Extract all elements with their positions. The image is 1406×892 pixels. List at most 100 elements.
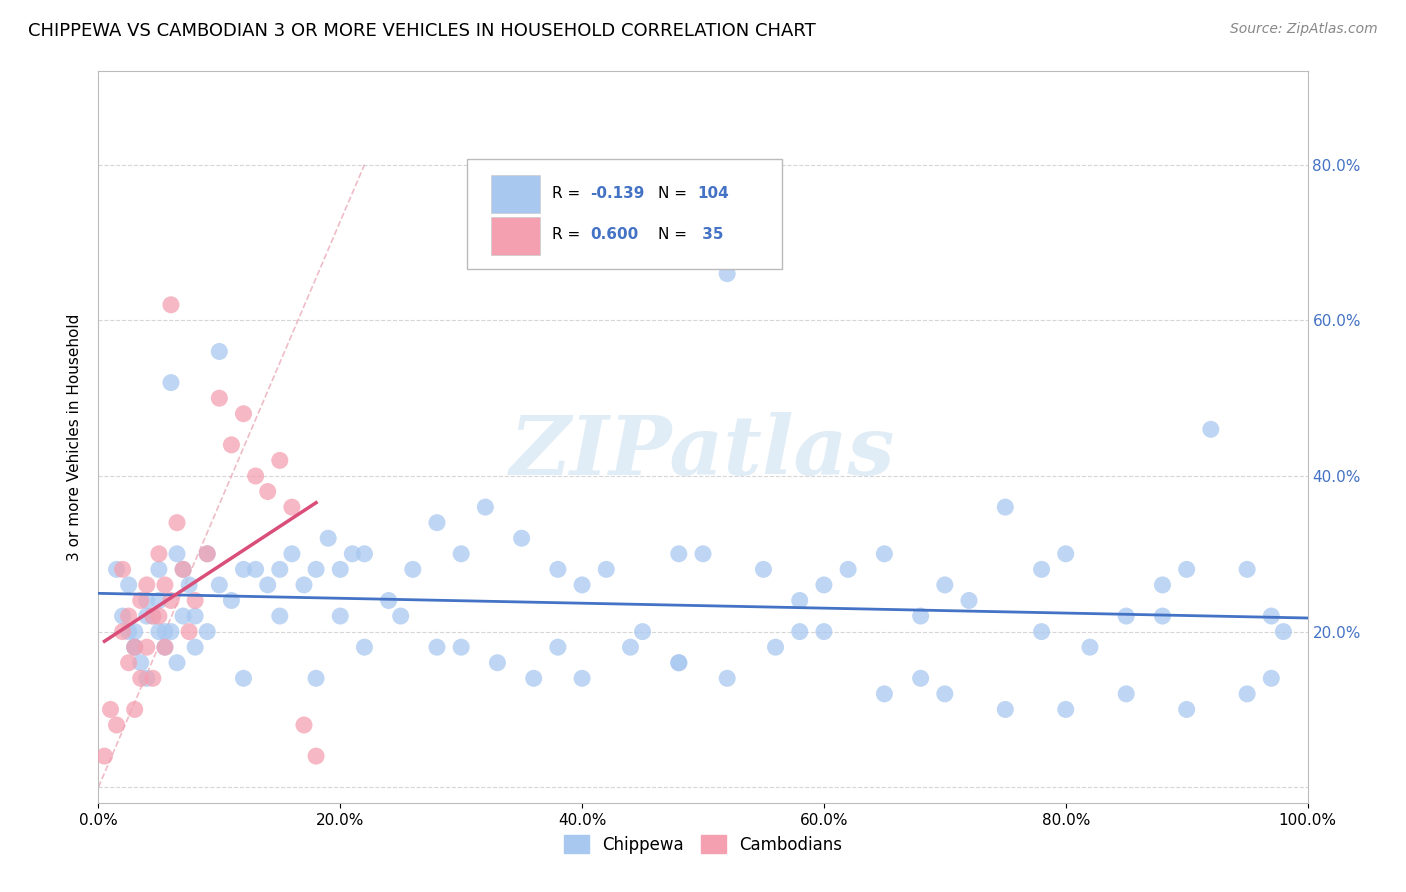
Point	[789, 593, 811, 607]
FancyBboxPatch shape	[492, 175, 540, 213]
Point	[221, 438, 243, 452]
Text: 104: 104	[697, 186, 728, 201]
Point	[153, 578, 176, 592]
Point	[111, 562, 134, 576]
Point	[148, 609, 170, 624]
Point	[934, 578, 956, 592]
Point	[124, 640, 146, 655]
Text: -0.139: -0.139	[591, 186, 645, 201]
Point	[1152, 609, 1174, 624]
Point	[1199, 422, 1222, 436]
Point	[118, 578, 141, 592]
Text: 0.600: 0.600	[591, 227, 638, 243]
Point	[148, 624, 170, 639]
Point	[281, 500, 304, 515]
Point	[668, 547, 690, 561]
Legend: Chippewa, Cambodians: Chippewa, Cambodians	[557, 829, 849, 860]
Point	[1260, 609, 1282, 624]
Point	[184, 593, 207, 607]
Point	[873, 687, 896, 701]
Point	[752, 562, 775, 576]
Text: N =: N =	[658, 186, 692, 201]
Point	[994, 500, 1017, 515]
Point	[789, 624, 811, 639]
Point	[1152, 578, 1174, 592]
Point	[208, 344, 231, 359]
Point	[957, 593, 980, 607]
Point	[118, 609, 141, 624]
Point	[1272, 624, 1295, 639]
Point	[1175, 702, 1198, 716]
Text: 35: 35	[697, 227, 724, 243]
Point	[595, 562, 617, 576]
Text: Source: ZipAtlas.com: Source: ZipAtlas.com	[1230, 22, 1378, 37]
Point	[142, 609, 165, 624]
Point	[208, 578, 231, 592]
Point	[1236, 687, 1258, 701]
Point	[305, 562, 328, 576]
Point	[813, 578, 835, 592]
Point	[172, 562, 194, 576]
Point	[195, 547, 218, 561]
Point	[124, 702, 146, 716]
Point	[486, 656, 509, 670]
Point	[93, 749, 115, 764]
Point	[837, 562, 859, 576]
Point	[668, 656, 690, 670]
Point	[329, 562, 352, 576]
Point	[292, 578, 315, 592]
Point	[245, 562, 267, 576]
Point	[910, 609, 932, 624]
Point	[129, 671, 152, 685]
Point	[148, 547, 170, 561]
Point	[329, 609, 352, 624]
Point	[135, 640, 157, 655]
Point	[1115, 687, 1137, 701]
Point	[111, 609, 134, 624]
Point	[474, 500, 496, 515]
Point	[142, 609, 165, 624]
Point	[547, 562, 569, 576]
Point	[450, 640, 472, 655]
Point	[1175, 562, 1198, 576]
Point	[269, 453, 291, 467]
Point	[124, 640, 146, 655]
Point	[100, 702, 122, 716]
Point	[668, 656, 690, 670]
Text: ZIPatlas: ZIPatlas	[510, 412, 896, 491]
Point	[716, 267, 738, 281]
Point	[994, 702, 1017, 716]
Point	[450, 547, 472, 561]
Point	[135, 609, 157, 624]
Point	[1078, 640, 1101, 655]
Point	[166, 516, 188, 530]
Text: CHIPPEWA VS CAMBODIAN 3 OR MORE VEHICLES IN HOUSEHOLD CORRELATION CHART: CHIPPEWA VS CAMBODIAN 3 OR MORE VEHICLES…	[28, 22, 815, 40]
Point	[179, 624, 201, 639]
Point	[124, 624, 146, 639]
Point	[245, 469, 267, 483]
Point	[716, 671, 738, 685]
Point	[184, 609, 207, 624]
Point	[160, 298, 183, 312]
Text: R =: R =	[551, 186, 585, 201]
Point	[160, 376, 183, 390]
Point	[208, 391, 231, 405]
Point	[316, 531, 339, 545]
Point	[166, 547, 188, 561]
Point	[873, 547, 896, 561]
Point	[135, 578, 157, 592]
Point	[934, 687, 956, 701]
Point	[353, 547, 375, 561]
Point	[184, 640, 207, 655]
Point	[172, 562, 194, 576]
Point	[1031, 624, 1053, 639]
Point	[135, 671, 157, 685]
Point	[426, 516, 449, 530]
Point	[1031, 562, 1053, 576]
Point	[389, 609, 412, 624]
Point	[353, 640, 375, 655]
Point	[118, 624, 141, 639]
Point	[232, 562, 254, 576]
Point	[342, 547, 364, 561]
Point	[377, 593, 399, 607]
